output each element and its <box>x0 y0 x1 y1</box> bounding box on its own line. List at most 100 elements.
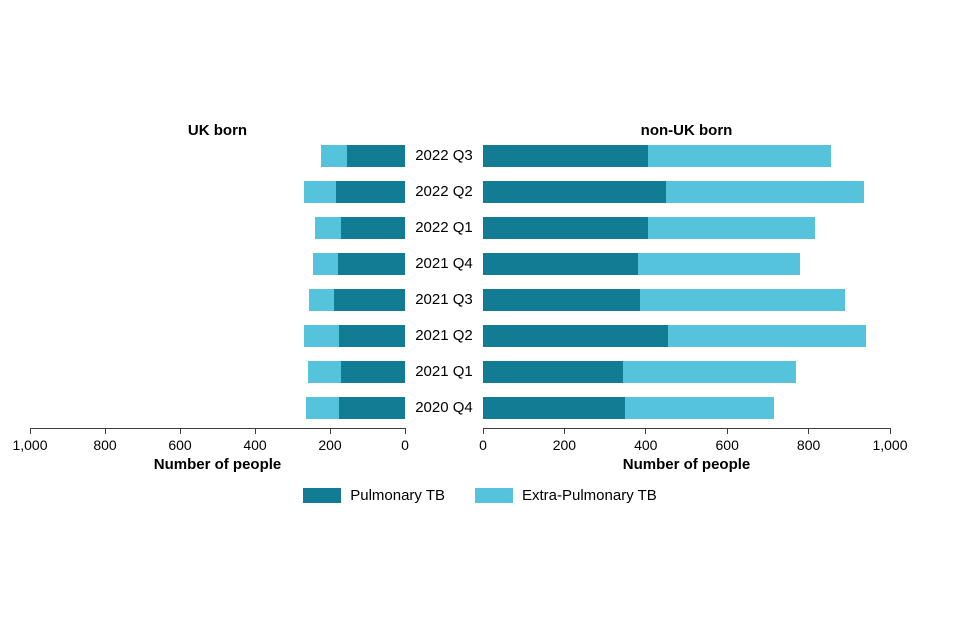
legend-swatch-extra-pulmonary <box>475 488 513 503</box>
legend-label: Pulmonary TB <box>350 487 445 504</box>
bar-segment-pulmonary <box>483 361 624 383</box>
axis-tick-label: 0 <box>401 437 409 453</box>
axis-tick-label: 400 <box>634 437 658 453</box>
bar-segment-pulmonary <box>337 253 405 275</box>
bar-segment-extra-pulmonary <box>666 181 864 203</box>
axis-tick <box>482 429 484 434</box>
bar-segment-pulmonary <box>483 145 648 167</box>
bar-segment-extra-pulmonary <box>647 217 815 239</box>
axis-tick-label: 0 <box>479 437 487 453</box>
chart-row: 2022 Q2 <box>0 174 960 210</box>
category-label: 2022 Q3 <box>415 147 473 164</box>
category-label: 2020 Q4 <box>415 399 473 416</box>
chart-legend: Pulmonary TB Extra-Pulmonary TB <box>0 487 960 504</box>
axis-tick <box>329 429 331 434</box>
bar-non-uk-born <box>483 253 890 275</box>
category-label: 2021 Q4 <box>415 255 473 272</box>
bar-segment-extra-pulmonary <box>305 397 340 419</box>
x-axis-uk-born: 1,000 800 600 400 200 0 <box>12 428 409 453</box>
axis-tick <box>254 429 256 434</box>
bar-segment-pulmonary <box>483 289 640 311</box>
legend-label: Extra-Pulmonary TB <box>522 487 657 504</box>
category-label: 2021 Q1 <box>415 363 473 380</box>
panel-title-non-uk-born: non-UK born <box>640 122 733 139</box>
bar-segment-pulmonary <box>483 253 638 275</box>
chart-row: 2021 Q4 <box>0 246 960 282</box>
bar-segment-extra-pulmonary <box>303 181 336 203</box>
bar-uk-born <box>30 325 405 347</box>
bar-segment-extra-pulmonary <box>647 145 831 167</box>
axis-tick <box>808 429 810 434</box>
bar-segment-pulmonary <box>339 325 405 347</box>
bar-uk-born <box>30 217 405 239</box>
axis-tick <box>726 429 728 434</box>
chart-row: 2022 Q3 <box>0 138 960 174</box>
bar-segment-pulmonary <box>335 181 405 203</box>
bar-non-uk-born <box>483 397 890 419</box>
bar-segment-extra-pulmonary <box>320 145 347 167</box>
bar-segment-extra-pulmonary <box>307 361 342 383</box>
axis-tick-label: 600 <box>715 437 739 453</box>
category-label: 2021 Q2 <box>415 327 473 344</box>
axis-tick-label: 1,000 <box>12 437 48 453</box>
axis-tick <box>645 429 647 434</box>
x-axis-label-non-uk-born: Number of people <box>622 456 751 473</box>
axis-tick-label: 800 <box>93 437 117 453</box>
bar-segment-pulmonary <box>339 397 405 419</box>
chart-row: 2022 Q1 <box>0 210 960 246</box>
bar-segment-extra-pulmonary <box>668 325 866 347</box>
bar-uk-born <box>30 145 405 167</box>
legend-item: Extra-Pulmonary TB <box>475 487 657 504</box>
bar-segment-extra-pulmonary <box>637 253 801 275</box>
legend-swatch-pulmonary <box>303 488 342 503</box>
bar-segment-extra-pulmonary <box>639 289 846 311</box>
bar-uk-born <box>30 397 405 419</box>
x-axis-label-uk-born: Number of people <box>153 456 282 473</box>
bar-uk-born <box>30 361 405 383</box>
bar-segment-pulmonary <box>483 217 648 239</box>
panel-title-uk-born: UK born <box>187 122 248 139</box>
axis-tick-label: 1,000 <box>872 437 908 453</box>
axis-tick <box>179 429 181 434</box>
category-label: 2021 Q3 <box>415 291 473 308</box>
axis-tick-label: 400 <box>243 437 267 453</box>
bar-segment-extra-pulmonary <box>309 289 334 311</box>
legend-item: Pulmonary TB <box>303 487 445 504</box>
axis-tick <box>29 429 31 434</box>
axis-tick <box>404 429 406 434</box>
bar-segment-pulmonary <box>483 397 626 419</box>
bar-non-uk-born <box>483 361 890 383</box>
chart-rows: 2022 Q3 2022 Q2 2022 Q1 2021 Q4 2021 Q3 2021 … <box>0 138 960 426</box>
axis-tick-label: 800 <box>796 437 821 453</box>
bar-segment-pulmonary <box>341 361 405 383</box>
axis-tick-label: 200 <box>318 437 342 453</box>
bar-segment-pulmonary <box>483 325 669 347</box>
axis-tick <box>104 429 106 434</box>
chart-row: 2021 Q1 <box>0 354 960 390</box>
bar-segment-extra-pulmonary <box>313 253 338 275</box>
x-axis-non-uk-born: 0 200 400 600 800 1,000 <box>479 428 908 453</box>
bar-segment-pulmonary <box>483 181 667 203</box>
axis-tick-label: 200 <box>552 437 577 453</box>
bar-uk-born <box>30 181 405 203</box>
axis-tick-label: 600 <box>168 437 192 453</box>
bar-segment-pulmonary <box>341 217 405 239</box>
axis-tick <box>889 429 891 434</box>
bar-segment-extra-pulmonary <box>315 217 342 239</box>
bar-uk-born <box>30 253 405 275</box>
bar-segment-pulmonary <box>346 145 405 167</box>
bar-uk-born <box>30 289 405 311</box>
chart-row: 2020 Q4 <box>0 390 960 426</box>
bar-non-uk-born <box>483 217 890 239</box>
bar-non-uk-born <box>483 181 890 203</box>
bar-segment-extra-pulmonary <box>625 397 774 419</box>
bar-segment-extra-pulmonary <box>303 325 340 347</box>
category-label: 2022 Q2 <box>415 183 473 200</box>
bar-non-uk-born <box>483 289 890 311</box>
category-label: 2022 Q1 <box>415 219 473 236</box>
bar-non-uk-born <box>483 145 890 167</box>
bar-segment-extra-pulmonary <box>623 361 797 383</box>
axis-tick <box>563 429 565 434</box>
chart-row: 2021 Q2 <box>0 318 960 354</box>
